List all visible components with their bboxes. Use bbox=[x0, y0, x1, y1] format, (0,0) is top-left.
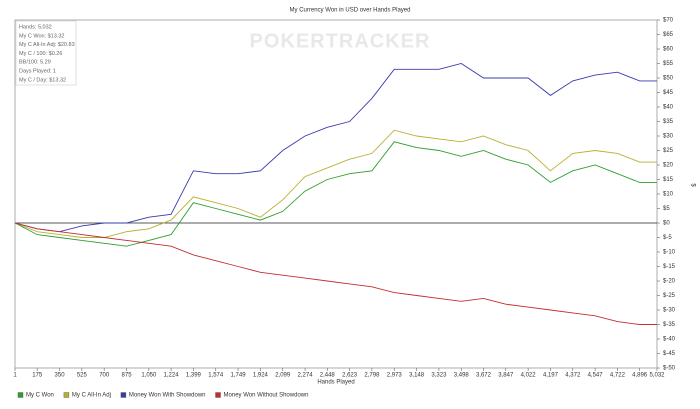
x-tick-label: 4,896 bbox=[632, 373, 648, 379]
y-tick-label: $10 bbox=[663, 192, 674, 198]
chart-title: My Currency Won in USD over Hands Played bbox=[290, 8, 411, 14]
y-axis-label: $ bbox=[689, 183, 695, 187]
y-tick-label: $30 bbox=[663, 134, 674, 140]
x-tick-label: 4,722 bbox=[610, 373, 626, 379]
x-tick-label: 700 bbox=[99, 373, 110, 379]
y-tick-label: $45 bbox=[663, 90, 674, 96]
y-tick-label: $40 bbox=[663, 105, 674, 111]
stat-line: My C / Day: $13.32 bbox=[19, 77, 66, 83]
y-tick-label: $60 bbox=[663, 47, 674, 53]
y-tick-label: $35 bbox=[663, 119, 674, 125]
series-line bbox=[14, 222, 657, 325]
legend-swatch bbox=[17, 392, 24, 398]
y-tick-label: $-35 bbox=[663, 322, 676, 328]
x-tick-label: 4,022 bbox=[521, 373, 537, 379]
y-tick-label: $65 bbox=[663, 32, 674, 38]
stat-line: BB/100: 5.29 bbox=[19, 60, 51, 66]
x-tick-label: 3,148 bbox=[409, 373, 425, 379]
x-tick-label: 4,197 bbox=[543, 373, 559, 379]
y-tick-label: $-10 bbox=[663, 250, 676, 256]
plot-area bbox=[14, 19, 658, 369]
x-tick-label: 3,323 bbox=[431, 373, 447, 379]
x-tick-label: 3,498 bbox=[454, 373, 470, 379]
x-tick-label: 3,672 bbox=[476, 373, 492, 379]
stat-line: Days Played: 1 bbox=[19, 68, 56, 74]
y-tick-label: $-5 bbox=[663, 235, 672, 241]
y-tick-label: $25 bbox=[663, 148, 674, 154]
x-tick-label: 4,372 bbox=[565, 373, 581, 379]
stat-line: My C All-In Adj: $20.83 bbox=[19, 42, 75, 48]
y-tick-label: $70 bbox=[663, 18, 674, 24]
y-tick-label: $15 bbox=[663, 177, 674, 183]
stat-line: My C / 100: $0.26 bbox=[19, 51, 62, 57]
legend-label: My C All-In Adj bbox=[72, 393, 111, 399]
watermark: POKERTRACKER bbox=[250, 30, 431, 52]
legend-swatch bbox=[63, 392, 70, 398]
series-line bbox=[14, 63, 657, 233]
y-tick-label: $-50 bbox=[663, 366, 676, 372]
legend-label: Money Won With Showdown bbox=[129, 393, 206, 399]
x-tick-label: 3,847 bbox=[498, 373, 514, 379]
stat-line: My C Won: $13.32 bbox=[19, 33, 64, 39]
legend-swatch bbox=[120, 392, 127, 398]
x-tick-label: 1,399 bbox=[186, 373, 202, 379]
y-tick-label: $-30 bbox=[663, 308, 676, 314]
series-line bbox=[14, 141, 657, 247]
x-tick-label: 2,973 bbox=[387, 373, 403, 379]
y-tick-label: $50 bbox=[663, 76, 674, 82]
y-tick-label: $-45 bbox=[663, 351, 676, 357]
x-tick-label: 1,224 bbox=[164, 373, 180, 379]
x-tick-label: 2,448 bbox=[320, 373, 336, 379]
series-line bbox=[14, 129, 657, 238]
stat-line: Hands: 5,032 bbox=[19, 24, 52, 30]
x-tick-label: 875 bbox=[122, 373, 133, 379]
y-tick-label: $55 bbox=[663, 61, 674, 67]
legend-label: Money Won Without Showdown bbox=[224, 393, 309, 399]
y-tick-label: $-20 bbox=[663, 279, 676, 285]
x-tick-label: 525 bbox=[77, 373, 88, 379]
y-tick-label: $5 bbox=[663, 206, 670, 212]
x-tick-label: 2,798 bbox=[364, 373, 380, 379]
legend-swatch bbox=[215, 392, 221, 398]
x-tick-label: 1,050 bbox=[141, 373, 157, 379]
x-tick-label: 2,623 bbox=[342, 373, 358, 379]
x-tick-label: 1 bbox=[13, 373, 17, 379]
x-tick-label: 4,547 bbox=[588, 373, 604, 379]
x-tick-label: 2,099 bbox=[275, 373, 291, 379]
x-tick-label: 2,274 bbox=[298, 373, 314, 379]
stats-box bbox=[15, 20, 77, 86]
y-tick-label: $20 bbox=[663, 163, 674, 169]
x-tick-label: 175 bbox=[32, 373, 43, 379]
x-tick-label: 5,032 bbox=[649, 373, 665, 379]
x-tick-label: 350 bbox=[55, 373, 66, 379]
x-tick-label: 1,749 bbox=[231, 373, 247, 379]
x-tick-label: 1,574 bbox=[208, 373, 224, 379]
legend-label: My C Won bbox=[26, 393, 54, 399]
x-tick-label: 1,924 bbox=[253, 373, 269, 379]
y-tick-label: $-40 bbox=[663, 337, 676, 343]
y-tick-label: $-15 bbox=[663, 264, 676, 270]
y-tick-label: $-25 bbox=[663, 293, 676, 299]
y-tick-label: $0 bbox=[663, 221, 670, 227]
x-axis-label: Hands Played bbox=[317, 380, 354, 386]
stats: Hands: 5,032 My C Won: $13.32 My C All-In … bbox=[19, 24, 75, 83]
